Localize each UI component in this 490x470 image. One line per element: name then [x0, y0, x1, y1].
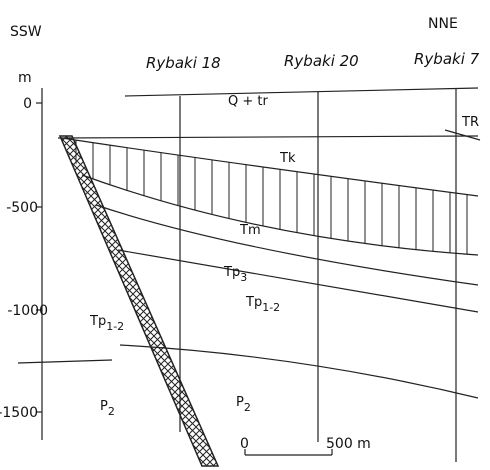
unit-label: Tp3	[223, 265, 247, 284]
unit-label: Q + tr	[228, 94, 268, 109]
direction-right: NNE	[428, 16, 458, 32]
scale-end: 500 m	[326, 436, 371, 452]
well-label: Rybaki 7	[414, 50, 480, 68]
unit-label: TR	[461, 115, 479, 130]
unit-label: Tk	[279, 151, 296, 166]
scale-bar	[244, 449, 333, 456]
well-label: Rybaki 20	[284, 52, 359, 70]
scale-start: 0	[240, 436, 249, 452]
depth-tick: 0	[23, 96, 32, 112]
direction-left: SSW	[10, 24, 42, 40]
axis-unit: m	[18, 70, 32, 86]
unit-label: P2	[100, 399, 115, 418]
depth-tick: -1500	[0, 405, 38, 421]
well-label: Rybaki 18	[146, 54, 221, 72]
depth-tick: -500	[6, 200, 38, 216]
unit-label: Tp1-2	[89, 314, 124, 333]
depth-tick: -1000	[7, 303, 48, 319]
unit-label: Tm	[239, 223, 261, 238]
depth-axis	[36, 88, 43, 440]
geology	[17, 87, 481, 467]
unit-label: P2	[236, 395, 251, 414]
unit-label: Tp1-2	[245, 295, 280, 314]
